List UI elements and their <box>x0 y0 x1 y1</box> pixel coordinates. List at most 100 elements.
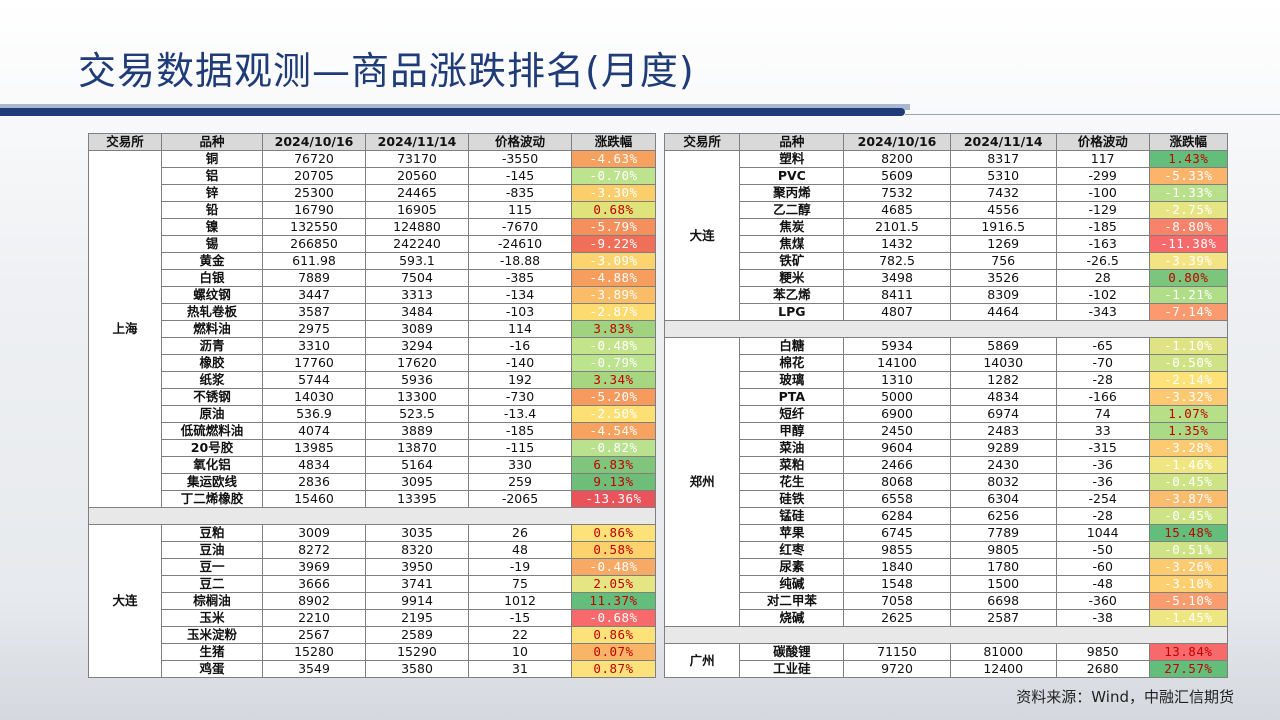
table-row: 燃料油 2975 3089 114 3.83% <box>89 320 656 338</box>
pct-change: 0.86% <box>571 626 656 644</box>
commodity-name: 20号胶 <box>161 439 263 457</box>
pct-change: -4.54% <box>571 422 656 440</box>
separator-cell <box>664 320 1228 338</box>
price-2024-11-14: 3580 <box>365 660 469 678</box>
header-cell: 2024/10/16 <box>843 133 951 151</box>
commodity-name: 螺纹钢 <box>161 286 263 304</box>
table-row: 豆油 8272 8320 48 0.58% <box>89 541 656 559</box>
header-cell: 涨跌幅 <box>571 133 656 151</box>
table-row: 镍 132550 124880 -7670 -5.79% <box>89 218 656 236</box>
price-2024-10-16: 3666 <box>262 575 366 593</box>
price-2024-11-14: 17620 <box>365 354 469 372</box>
pct-change: -1.21% <box>1148 286 1229 304</box>
commodity-name: 黄金 <box>161 252 263 270</box>
table-row: 对二甲苯 7058 6698 -360 -5.10% <box>665 592 1229 610</box>
table-row: 锡 266850 242240 -24610 -9.22% <box>89 235 656 253</box>
table-row: 玉米 2210 2195 -15 -0.68% <box>89 609 656 627</box>
commodity-name: 氧化铝 <box>161 456 263 474</box>
price-2024-10-16: 4834 <box>262 456 366 474</box>
price-2024-11-14: 756 <box>949 252 1057 270</box>
price-change: 33 <box>1055 422 1150 440</box>
price-2024-11-14: 9289 <box>949 439 1057 457</box>
table-row: 苯乙烯 8411 8309 -102 -1.21% <box>665 286 1229 304</box>
commodity-name: 锰硅 <box>739 507 845 525</box>
price-change: -60 <box>1055 558 1150 576</box>
price-change: 1044 <box>1055 524 1150 542</box>
pct-change: -5.33% <box>1148 167 1229 185</box>
table-row: 上海铜 76720 73170 -3550 -4.63% <box>88 150 656 508</box>
price-2024-11-14: 2195 <box>365 609 469 627</box>
pct-change: 9.13% <box>571 473 656 491</box>
price-2024-11-14: 81000 <box>949 643 1057 661</box>
pct-change: -0.82% <box>571 439 656 457</box>
price-2024-11-14: 20560 <box>365 167 469 185</box>
price-2024-11-14: 6256 <box>949 507 1057 525</box>
table-row: 棕榈油 8902 9914 1012 11.37% <box>89 592 656 610</box>
price-2024-10-16: 2567 <box>262 626 366 644</box>
price-2024-10-16: 8272 <box>262 541 366 559</box>
price-2024-10-16: 14030 <box>262 388 366 406</box>
price-2024-11-14: 3294 <box>365 337 469 355</box>
commodity-name: 纸浆 <box>161 371 263 389</box>
price-2024-11-14: 7432 <box>949 184 1057 202</box>
pct-change: 0.68% <box>571 201 656 219</box>
source-note: 资料来源：Wind，中融汇信期货 <box>1016 688 1234 706</box>
pct-change: 27.57% <box>1148 660 1229 678</box>
price-2024-11-14: 3095 <box>365 473 469 491</box>
exchange-cell: 上海 <box>88 150 162 508</box>
price-2024-11-14: 2430 <box>949 456 1057 474</box>
table-row: 苹果 6745 7789 1044 15.48% <box>665 524 1229 542</box>
price-2024-10-16: 3498 <box>843 269 951 287</box>
table-row: PVC 5609 5310 -299 -5.33% <box>665 167 1229 185</box>
pct-change: -8.80% <box>1148 218 1229 236</box>
pct-change: -3.10% <box>1148 575 1229 593</box>
commodity-name: 铝 <box>161 167 263 185</box>
price-2024-10-16: 7532 <box>843 184 951 202</box>
commodity-name: 白糖 <box>739 337 845 355</box>
price-2024-11-14: 3089 <box>365 320 469 338</box>
pct-change: -0.45% <box>1148 473 1229 491</box>
price-2024-10-16: 9720 <box>843 660 951 678</box>
title-underline-line <box>905 114 1280 115</box>
pct-change: -9.22% <box>571 235 656 253</box>
title-underline-bar <box>0 108 905 116</box>
table-row: LPG 4807 4464 -343 -7.14% <box>665 303 1229 321</box>
price-change: 259 <box>468 473 572 491</box>
pct-change: -4.88% <box>571 269 656 287</box>
price-2024-10-16: 3310 <box>262 337 366 355</box>
commodity-name: PTA <box>739 388 845 406</box>
table-row: 豆二 3666 3741 75 2.05% <box>89 575 656 593</box>
price-change: -16 <box>468 337 572 355</box>
pct-change: -3.32% <box>1148 388 1229 406</box>
pct-change: -3.26% <box>1148 558 1229 576</box>
pct-change: -1.45% <box>1148 609 1229 627</box>
table-row: 豆一 3969 3950 -19 -0.48% <box>89 558 656 576</box>
price-2024-11-14: 8320 <box>365 541 469 559</box>
price-2024-11-14: 6698 <box>949 592 1057 610</box>
commodity-name: 热轧卷板 <box>161 303 263 321</box>
table-row: 花生 8068 8032 -36 -0.45% <box>665 473 1229 491</box>
pct-change: -5.10% <box>1148 592 1229 610</box>
price-2024-10-16: 14100 <box>843 354 951 372</box>
table-row: 菜粕 2466 2430 -36 -1.46% <box>665 456 1229 474</box>
table-row: 烧碱 2625 2587 -38 -1.45% <box>665 609 1229 627</box>
price-2024-11-14: 1500 <box>949 575 1057 593</box>
pct-change: -3.87% <box>1148 490 1229 508</box>
price-change: -835 <box>468 184 572 202</box>
commodity-name: 焦煤 <box>739 235 845 253</box>
table-row: 焦煤 1432 1269 -163 -11.38% <box>665 235 1229 253</box>
pct-change: 3.34% <box>571 371 656 389</box>
table-row: 铝 20705 20560 -145 -0.70% <box>89 167 656 185</box>
commodity-name: 碳酸锂 <box>739 643 845 661</box>
commodity-name: 对二甲苯 <box>739 592 845 610</box>
price-change: 115 <box>468 201 572 219</box>
commodity-name: 红枣 <box>739 541 845 559</box>
commodity-name: 花生 <box>739 473 845 491</box>
pct-change: -2.75% <box>1148 201 1229 219</box>
header-cell: 品种 <box>739 133 845 151</box>
table-row: 橡胶 17760 17620 -140 -0.79% <box>89 354 656 372</box>
price-2024-11-14: 8309 <box>949 286 1057 304</box>
group-separator <box>664 320 1228 338</box>
table-row: 聚丙烯 7532 7432 -100 -1.33% <box>665 184 1229 202</box>
price-change: -115 <box>468 439 572 457</box>
